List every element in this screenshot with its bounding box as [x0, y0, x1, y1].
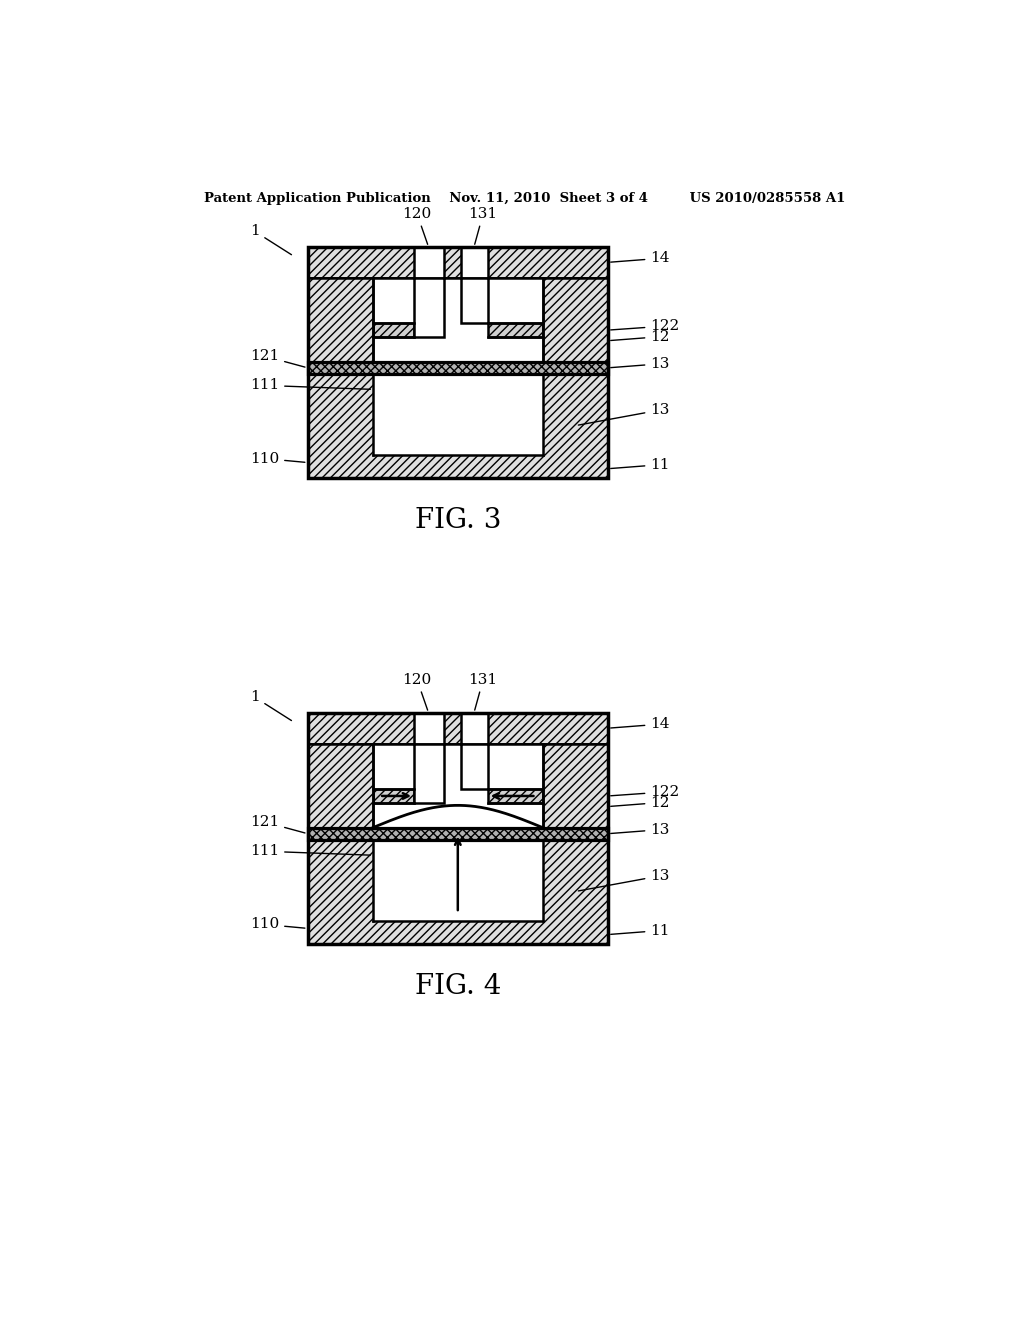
- Bar: [307, 828, 608, 840]
- Bar: [461, 247, 487, 277]
- Bar: [414, 247, 444, 277]
- Bar: [461, 743, 487, 789]
- Text: 110: 110: [250, 917, 305, 932]
- Bar: [373, 840, 543, 921]
- Bar: [414, 277, 444, 337]
- Bar: [307, 713, 608, 944]
- Text: 120: 120: [402, 207, 432, 244]
- Text: 13: 13: [579, 403, 670, 425]
- Bar: [414, 713, 444, 743]
- Bar: [414, 743, 444, 803]
- Bar: [487, 789, 543, 803]
- Bar: [373, 323, 414, 337]
- Bar: [373, 743, 543, 828]
- Bar: [373, 789, 414, 803]
- Text: FIG. 4: FIG. 4: [415, 973, 501, 999]
- Bar: [461, 277, 487, 323]
- Text: 131: 131: [469, 207, 498, 244]
- Text: 11: 11: [610, 924, 670, 937]
- Text: 13: 13: [610, 356, 670, 371]
- Bar: [414, 277, 444, 337]
- Bar: [307, 743, 373, 828]
- Bar: [461, 743, 487, 789]
- Text: Patent Application Publication    Nov. 11, 2010  Sheet 3 of 4         US 2010/02: Patent Application Publication Nov. 11, …: [204, 191, 846, 205]
- Bar: [461, 713, 487, 743]
- Text: 121: 121: [250, 350, 305, 367]
- Bar: [373, 374, 543, 455]
- Text: 14: 14: [610, 717, 670, 731]
- Text: 1: 1: [250, 224, 292, 255]
- Bar: [307, 277, 608, 362]
- Text: 111: 111: [250, 845, 371, 858]
- Bar: [307, 374, 608, 478]
- Bar: [543, 743, 608, 828]
- Text: 13: 13: [610, 822, 670, 837]
- Text: 120: 120: [402, 673, 432, 710]
- Text: 12: 12: [610, 796, 670, 809]
- Bar: [307, 828, 608, 840]
- Bar: [543, 277, 608, 362]
- Bar: [307, 713, 608, 743]
- Text: 12: 12: [610, 330, 670, 343]
- Text: 13: 13: [579, 869, 670, 891]
- Text: 110: 110: [250, 451, 305, 466]
- Bar: [307, 247, 608, 277]
- Text: 122: 122: [610, 319, 680, 333]
- Bar: [307, 362, 608, 374]
- Text: 14: 14: [610, 251, 670, 265]
- Text: 111: 111: [250, 379, 371, 392]
- Text: 121: 121: [250, 814, 305, 833]
- Bar: [307, 247, 608, 478]
- Text: 122: 122: [610, 785, 680, 799]
- Bar: [461, 277, 487, 323]
- Text: 11: 11: [610, 458, 670, 471]
- Bar: [414, 743, 444, 803]
- Bar: [373, 277, 543, 362]
- Bar: [307, 840, 608, 944]
- Bar: [487, 323, 543, 337]
- Text: FIG. 3: FIG. 3: [415, 507, 501, 533]
- Bar: [307, 743, 608, 828]
- Text: 131: 131: [469, 673, 498, 710]
- Text: 1: 1: [250, 690, 292, 721]
- Bar: [307, 277, 373, 362]
- Bar: [307, 362, 608, 374]
